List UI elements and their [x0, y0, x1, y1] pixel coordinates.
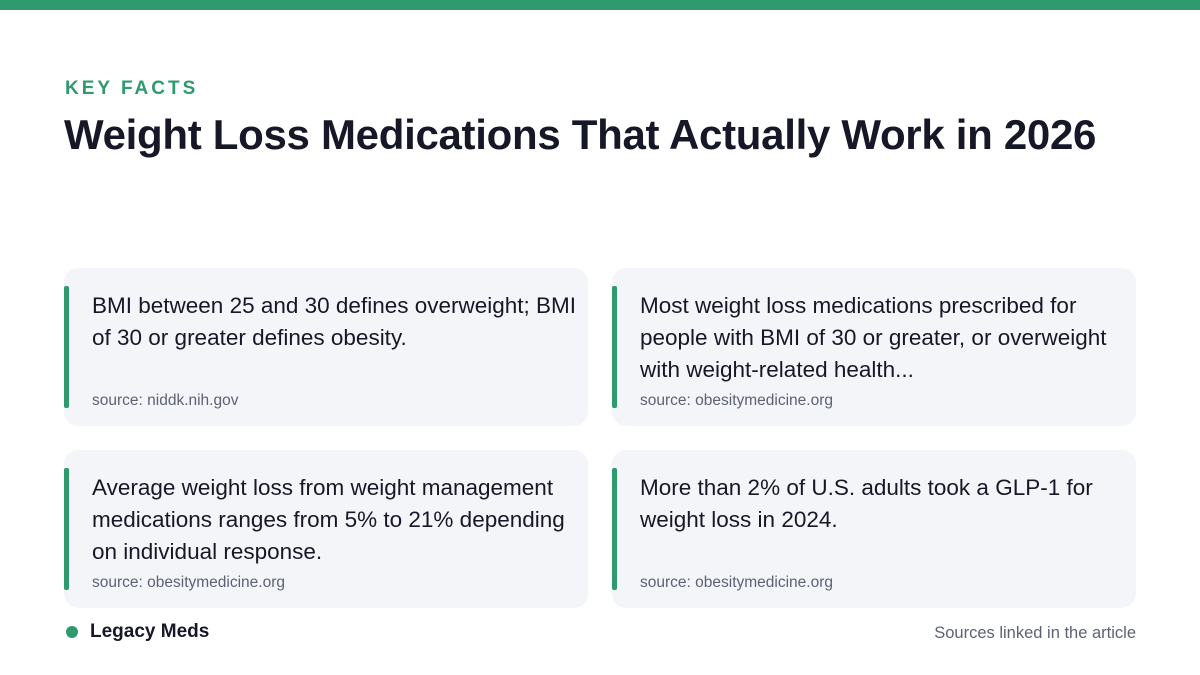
fact-card-4: More than 2% of U.S. adults took a GLP-1…: [612, 450, 1136, 608]
fact-text: BMI between 25 and 30 defines overweight…: [92, 293, 577, 350]
sources-footnote: Sources linked in the article: [934, 624, 1136, 642]
brand-dot-icon: [66, 626, 78, 638]
fact-card-3: Average weight loss from weight manageme…: [64, 450, 588, 608]
card-accent-bar: [612, 468, 617, 590]
top-accent-bar: [0, 0, 1200, 10]
fact-source: source: obesitymedicine.org: [92, 574, 285, 591]
fact-source: source: obesitymedicine.org: [640, 392, 833, 409]
card-accent-bar: [64, 468, 69, 590]
fact-card-1: BMI between 25 and 30 defines overweight…: [64, 268, 588, 426]
card-accent-bar: [64, 286, 69, 408]
brand-name: Legacy Meds: [90, 621, 210, 642]
eyebrow-label: KEY FACTS: [65, 78, 199, 99]
page-title: Weight Loss Medications That Actually Wo…: [64, 111, 1097, 158]
fact-text: Average weight loss from weight manageme…: [92, 475, 565, 564]
card-accent-bar: [612, 286, 617, 408]
fact-card-2: Most weight loss medications prescribed …: [612, 268, 1136, 426]
fact-source: source: niddk.nih.gov: [92, 392, 239, 409]
fact-text: More than 2% of U.S. adults took a GLP-1…: [640, 475, 1093, 532]
fact-text: Most weight loss medications prescribed …: [640, 293, 1107, 382]
fact-source: source: obesitymedicine.org: [640, 574, 833, 591]
